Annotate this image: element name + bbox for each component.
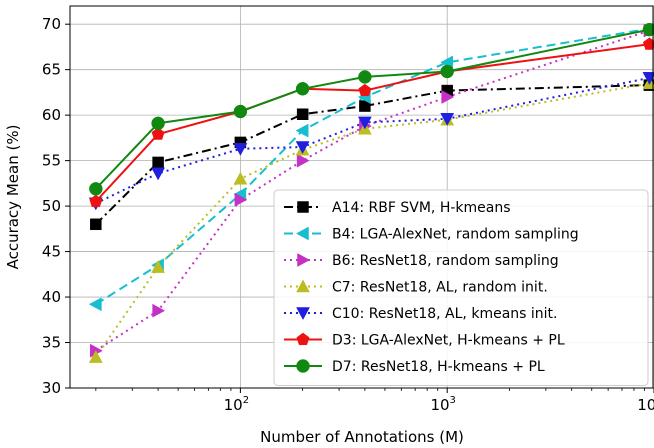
legend-swatch-marker bbox=[296, 307, 310, 321]
data-point bbox=[89, 182, 103, 196]
data-point bbox=[152, 156, 164, 169]
x-axis-title: Number of Annotations (M) bbox=[260, 428, 464, 446]
data-point bbox=[642, 37, 654, 50]
data-point bbox=[441, 90, 455, 104]
axis-ticks: 30 35 40 45 50 55 60 65 70 102 103 104 bbox=[42, 15, 654, 414]
series-line-5 bbox=[95, 76, 650, 205]
data-point bbox=[296, 108, 309, 120]
series-line-7 bbox=[95, 28, 650, 190]
series-line-6 bbox=[95, 43, 650, 203]
x-tick-label: 102 bbox=[224, 395, 249, 414]
y-tick-label: 70 bbox=[42, 15, 61, 33]
y-tick-label: 65 bbox=[42, 61, 61, 79]
data-point bbox=[90, 218, 102, 231]
legend-swatch-marker bbox=[296, 332, 310, 346]
legend-swatch-marker bbox=[297, 201, 309, 213]
data-point bbox=[440, 113, 455, 126]
data-point bbox=[152, 303, 166, 318]
legend-swatch-marker bbox=[296, 359, 310, 373]
legend-swatch-marker bbox=[295, 226, 309, 241]
legend-entry-label: D7: ResNet18, H-kmeans + PL bbox=[332, 359, 545, 375]
x-tick-label: 104 bbox=[637, 395, 654, 414]
data-point bbox=[295, 82, 310, 96]
legend-entry-label: C10: ResNet18, AL, kmeans init. bbox=[332, 306, 557, 322]
data-point bbox=[233, 143, 248, 156]
data-point bbox=[151, 116, 165, 131]
y-tick-label: 50 bbox=[42, 197, 61, 215]
data-point bbox=[358, 70, 372, 84]
legend: A14: RBF SVM, H-kmeans B4: LGA-AlexNet, r… bbox=[273, 189, 649, 386]
data-point bbox=[357, 116, 372, 130]
legend-entry-label: D3: LGA-AlexNet, H-kmeans + PL bbox=[332, 333, 565, 349]
data-point bbox=[233, 104, 248, 119]
data-point bbox=[151, 167, 166, 181]
series-markers bbox=[88, 22, 654, 363]
data-point bbox=[358, 83, 372, 97]
y-tick-label: 30 bbox=[42, 379, 61, 397]
legend-entry-label: B6: ResNet18, random sampling bbox=[332, 253, 559, 269]
data-point bbox=[89, 194, 103, 208]
y-tick-label: 45 bbox=[42, 243, 61, 261]
data-point bbox=[295, 123, 309, 138]
data-point bbox=[88, 297, 102, 312]
legend-swatch-marker bbox=[296, 279, 310, 293]
data-point bbox=[440, 64, 454, 79]
data-point bbox=[151, 127, 165, 140]
legend-box bbox=[273, 189, 649, 386]
data-point bbox=[296, 153, 310, 168]
data-point bbox=[295, 141, 310, 155]
data-point bbox=[233, 171, 248, 185]
legend-entry-label: C7: ResNet18, AL, random init. bbox=[332, 280, 548, 296]
y-axis-title: Accuracy Mean (%) bbox=[4, 125, 22, 270]
data-point bbox=[88, 350, 103, 363]
y-tick-label: 55 bbox=[42, 152, 61, 170]
y-tick-label: 35 bbox=[42, 334, 61, 352]
data-point bbox=[234, 192, 248, 207]
data-point bbox=[642, 22, 654, 37]
y-tick-label: 40 bbox=[42, 288, 61, 306]
legend-entry-label: A14: RBF SVM, H-kmeans bbox=[332, 200, 511, 216]
plot-frame bbox=[69, 5, 654, 389]
x-tick-label: 103 bbox=[430, 395, 455, 414]
legend-entry-label: B4: LGA-AlexNet, random sampling bbox=[332, 227, 579, 243]
data-point bbox=[151, 259, 166, 273]
legend-swatch-marker bbox=[297, 253, 311, 267]
y-tick-label: 60 bbox=[42, 106, 61, 124]
